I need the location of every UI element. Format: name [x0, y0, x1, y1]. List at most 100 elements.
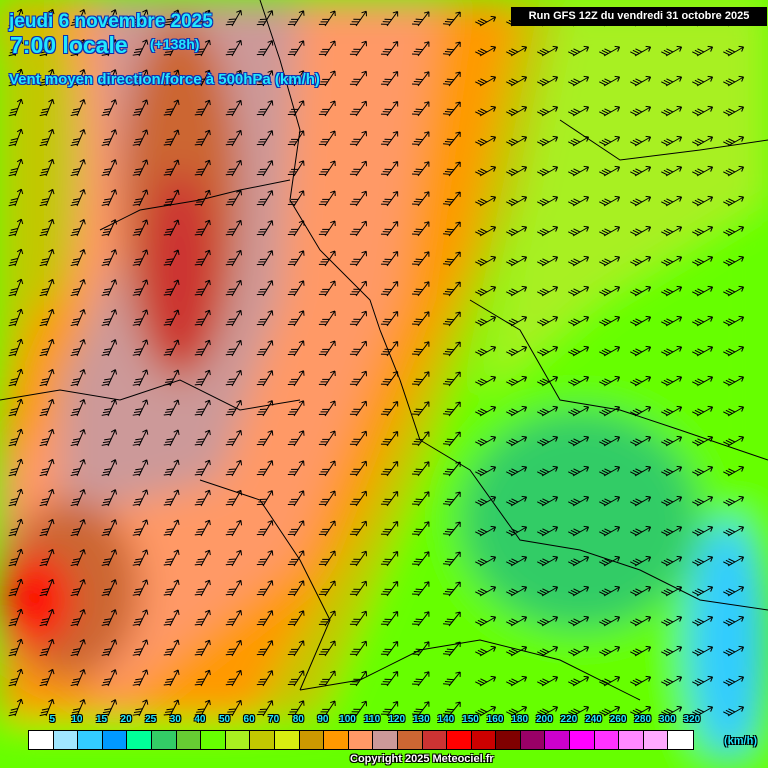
wind-barb-icon [443, 281, 461, 297]
wind-barb-icon [475, 315, 497, 327]
wind-barb-icon [256, 100, 274, 117]
wind-barb-icon [568, 585, 590, 597]
legend-tick-label: 320 [683, 714, 701, 725]
wind-barb-icon [132, 69, 149, 87]
wind-barb-icon [411, 671, 430, 687]
legend-swatch [53, 731, 79, 749]
wind-barb-icon [630, 345, 652, 357]
wind-barb-icon [132, 159, 149, 177]
legend-tick-label: 90 [317, 714, 329, 725]
wind-barb-icon [318, 640, 336, 657]
wind-barb-icon [256, 280, 274, 297]
wind-barb-icon [568, 645, 590, 657]
wind-barb-icon [39, 548, 55, 567]
wind-barb-icon [101, 9, 118, 27]
wind-barb-icon [101, 339, 118, 357]
wind-barb-icon [349, 580, 367, 597]
wind-barb-icon [537, 45, 559, 57]
wind-barb-icon [630, 225, 652, 237]
wind-barb-icon [70, 489, 86, 507]
wind-barb-icon [380, 160, 399, 177]
wind-barb-icon [661, 645, 683, 657]
wind-barb-icon [163, 159, 180, 177]
wind-barb-icon [225, 579, 243, 597]
wind-barb-icon [443, 551, 461, 567]
wind-barb-icon [225, 219, 243, 237]
legend-swatch [176, 731, 202, 749]
wind-barb-icon [692, 135, 714, 147]
wind-barb-icon [225, 39, 243, 57]
wind-barb-icon [287, 490, 305, 507]
wind-barb-icon [194, 669, 211, 687]
wind-barb-icon [475, 345, 497, 357]
wind-barb-icon [723, 255, 745, 267]
wind-barb-icon [411, 521, 430, 537]
wind-barb-icon [380, 400, 399, 417]
forecast-date: jeudi 6 novembre 2025 [9, 11, 213, 32]
wind-barb-icon [475, 375, 497, 387]
wind-barb-icon [692, 435, 714, 447]
wind-barb-icon [443, 371, 461, 387]
wind-barb-icon [194, 99, 211, 117]
wind-barb-icon [692, 315, 714, 327]
wind-barb-icon [568, 555, 590, 567]
wind-barb-icon [8, 668, 24, 687]
wind-barb-icon [723, 135, 745, 147]
wind-barb-icon [443, 251, 461, 267]
wind-barb-icon [723, 555, 745, 567]
wind-barb-icon [70, 159, 86, 177]
wind-barb-icon [568, 465, 590, 477]
wind-barb-icon [225, 99, 243, 117]
wind-barb-icon [537, 345, 559, 357]
wind-barb-icon [194, 309, 211, 327]
wind-barb-icon [163, 669, 180, 687]
wind-barb-icon [568, 165, 590, 177]
wind-barb-icon [194, 339, 211, 357]
wind-barb-icon [723, 285, 745, 297]
legend-tick-label: 140 [437, 714, 455, 725]
wind-barb-icon [349, 520, 367, 537]
wind-barb-icon [599, 705, 621, 717]
wind-barb-icon [411, 341, 430, 357]
wind-barb-icon [411, 491, 430, 507]
wind-barb-icon [630, 465, 652, 477]
wind-barb-icon [287, 160, 305, 177]
wind-barb-icon [318, 430, 336, 447]
copyright: Copyright 2025 Meteociel.fr [350, 753, 494, 765]
wind-barb-icon [70, 669, 86, 687]
wind-barb-icon [506, 435, 528, 447]
wind-barb-icon [475, 165, 497, 177]
wind-barb-icon [380, 250, 399, 267]
wind-barb-icon [692, 45, 714, 57]
wind-barb-icon [256, 160, 274, 177]
wind-barb-icon [723, 105, 745, 117]
wind-barb-icon [475, 495, 497, 507]
wind-barb-icon [599, 345, 621, 357]
wind-barb-icon [194, 459, 211, 477]
wind-barb-icon [692, 645, 714, 657]
wind-barb-icon [70, 399, 86, 417]
wind-barb-icon [225, 639, 243, 657]
wind-barb-icon [599, 675, 621, 687]
wind-barb-icon [225, 249, 243, 267]
wind-barb-icon [349, 40, 367, 57]
wind-barb-icon [287, 190, 305, 207]
wind-barb-icon [599, 255, 621, 267]
wind-barb-icon [163, 609, 180, 627]
wind-barb-icon [723, 375, 745, 387]
wind-barb-icon [692, 585, 714, 597]
wind-barb-icon [163, 639, 180, 657]
wind-barb-icon [70, 189, 86, 207]
wind-barb-icon [194, 219, 211, 237]
wind-barb-icon [411, 71, 430, 87]
legend-swatch [127, 731, 152, 749]
wind-barb-icon [101, 489, 118, 507]
wind-barb-icon [132, 309, 149, 327]
wind-barb-icon [380, 640, 399, 657]
wind-barb-icon [163, 279, 180, 297]
wind-barb-icon [39, 218, 55, 237]
wind-barb-icon [8, 98, 24, 117]
wind-barb-icon [630, 45, 652, 57]
wind-barb-icon [443, 71, 461, 87]
wind-barb-icon [256, 370, 274, 387]
